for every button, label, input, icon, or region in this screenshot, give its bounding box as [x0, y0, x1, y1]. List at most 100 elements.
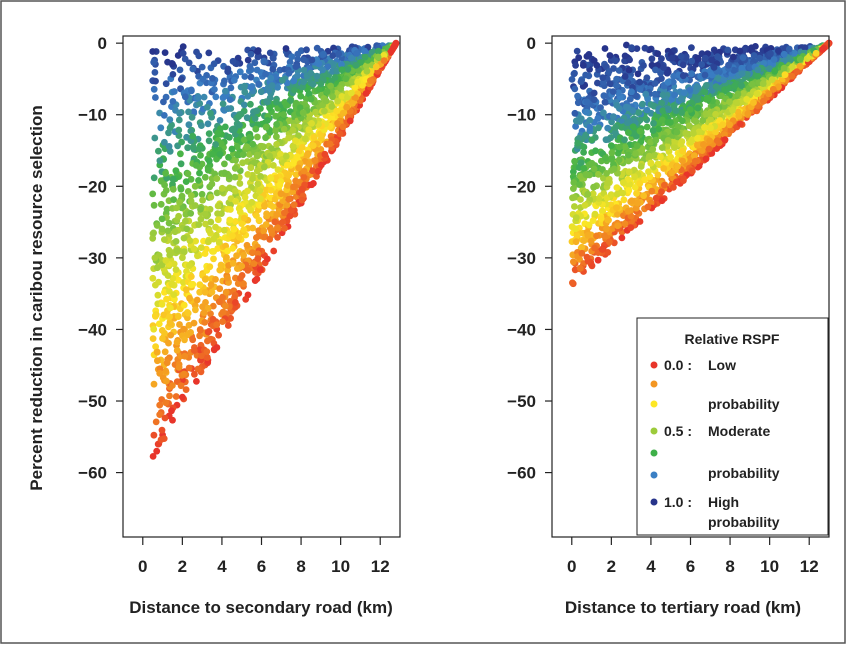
data-point — [205, 238, 212, 245]
data-point — [600, 109, 607, 117]
data-point — [593, 232, 600, 240]
data-point — [372, 63, 380, 71]
data-point — [154, 357, 161, 365]
data-point — [694, 104, 702, 112]
data-point — [641, 176, 648, 184]
data-point — [628, 88, 635, 96]
data-point — [172, 266, 180, 273]
data-point — [679, 72, 687, 80]
data-point — [293, 153, 301, 161]
data-point — [221, 302, 229, 310]
data-point — [213, 344, 221, 351]
data-point — [322, 97, 330, 105]
data-point — [192, 237, 200, 245]
data-point — [312, 108, 319, 116]
data-point — [290, 201, 298, 209]
data-point — [688, 167, 696, 175]
data-point — [204, 304, 212, 312]
data-point — [300, 173, 308, 181]
data-point — [651, 80, 659, 87]
data-point — [759, 80, 767, 87]
data-point — [232, 218, 240, 225]
data-point — [693, 83, 701, 91]
data-point — [624, 79, 632, 86]
data-point — [266, 104, 273, 112]
data-point — [335, 50, 343, 58]
data-point — [258, 142, 265, 150]
data-point — [573, 232, 581, 240]
data-point — [707, 124, 714, 132]
data-point — [674, 162, 681, 170]
data-point — [221, 160, 228, 168]
data-point — [578, 243, 586, 251]
data-point — [299, 109, 307, 117]
data-point — [203, 348, 211, 355]
data-point — [184, 309, 192, 317]
data-point — [235, 233, 243, 241]
data-point — [598, 207, 606, 215]
data-point — [260, 57, 268, 65]
data-point — [752, 43, 759, 50]
data-point — [627, 224, 635, 232]
data-point — [238, 262, 246, 270]
data-point — [290, 183, 297, 191]
x-tick-label: 10 — [331, 557, 350, 576]
data-point — [175, 126, 183, 134]
data-point — [158, 426, 166, 434]
data-point — [726, 121, 734, 129]
data-point — [688, 44, 695, 51]
data-point — [172, 393, 180, 400]
data-point — [705, 145, 713, 153]
data-point — [197, 244, 205, 252]
data-point — [603, 170, 610, 177]
data-point — [338, 60, 345, 68]
data-point — [677, 140, 685, 148]
data-point — [161, 236, 168, 244]
data-point — [637, 163, 645, 170]
data-point — [173, 347, 181, 354]
data-point — [313, 72, 321, 80]
points-secondary-road — [149, 39, 400, 460]
data-point — [289, 142, 297, 150]
data-point — [634, 70, 642, 78]
data-point — [353, 49, 361, 57]
data-point — [636, 127, 644, 135]
data-point — [298, 196, 306, 204]
data-point — [583, 53, 591, 60]
data-point — [652, 194, 660, 202]
data-point — [278, 76, 286, 84]
data-point — [214, 210, 222, 218]
data-point — [702, 82, 710, 89]
data-point — [202, 299, 209, 306]
legend-label-sub: probability — [708, 465, 780, 481]
data-point — [172, 238, 180, 245]
data-point — [629, 123, 637, 131]
data-point — [195, 94, 202, 102]
data-point — [153, 447, 161, 455]
data-point — [216, 266, 224, 274]
data-point — [226, 133, 233, 141]
y-tick-label: −10 — [78, 106, 107, 125]
x-axis-right: 0 2 4 6 8 10 12 — [567, 537, 819, 576]
data-point — [175, 212, 183, 220]
data-point — [647, 138, 654, 146]
data-point — [220, 93, 228, 100]
data-point — [176, 109, 184, 117]
data-point — [612, 129, 619, 136]
data-point — [204, 354, 211, 361]
data-point — [283, 161, 291, 169]
data-point — [621, 52, 629, 60]
data-point — [729, 106, 736, 114]
data-point — [328, 103, 336, 110]
data-point — [234, 280, 242, 287]
data-point — [169, 180, 176, 188]
data-point — [173, 204, 181, 212]
data-point — [290, 77, 298, 85]
data-point — [625, 168, 633, 176]
data-point — [262, 123, 270, 131]
data-point — [582, 171, 590, 178]
data-point — [586, 123, 594, 131]
data-point — [694, 135, 701, 142]
data-point — [329, 93, 336, 101]
data-point — [236, 68, 244, 76]
